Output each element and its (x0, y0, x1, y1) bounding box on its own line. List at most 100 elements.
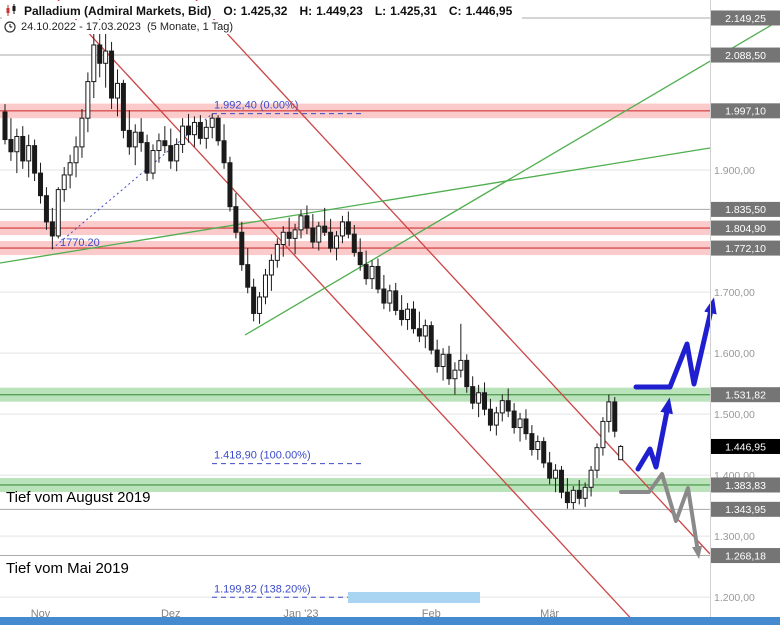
candle-body (186, 125, 192, 136)
candle-body (600, 420, 606, 449)
candle-body (541, 441, 547, 464)
candle-body (61, 174, 67, 191)
candle-body (156, 140, 162, 152)
trendline[interactable] (244, 19, 780, 336)
highlight-region[interactable] (348, 592, 480, 603)
candle-body (322, 225, 328, 233)
ohlc-open: O: 1.425,32 (223, 3, 288, 18)
candle-body (268, 259, 274, 276)
trendline[interactable] (195, 0, 711, 555)
candle-body (334, 235, 340, 249)
candle-body (262, 274, 268, 298)
chart-header: Palladium (Admiral Markets, Bid) O: 1.425… (2, 1, 523, 19)
ohlc-low: L: 1.425,31 (374, 3, 437, 18)
price-badge-label: 1.772,10 (725, 243, 766, 255)
candle-body (505, 400, 511, 412)
price-badge (711, 220, 780, 236)
candle-body (26, 145, 32, 162)
price-badge (711, 501, 780, 517)
candle-body (523, 418, 529, 435)
candle-body (180, 125, 186, 145)
fibonacci-retracement: 1.992,40 (0.00%) 1.418,90 (100.00%) 1.199,… (51, 100, 480, 603)
text-annotation[interactable]: Tief vom August 2019 (6, 489, 151, 506)
price-tick-label: 1.300,00 (714, 531, 755, 543)
candle-body (150, 150, 156, 174)
candle-body (233, 206, 239, 233)
candle-body (464, 359, 470, 388)
trendline[interactable] (0, 147, 711, 264)
candle-body (535, 441, 541, 450)
candle-body (357, 251, 363, 266)
candle-body (298, 215, 304, 231)
candle-body (547, 462, 553, 479)
projection-arrow-gray[interactable] (619, 472, 703, 559)
candle-body (245, 264, 251, 288)
projection-arrow-blue-large[interactable] (633, 297, 717, 390)
price-badge-label: 1.835,50 (725, 204, 766, 216)
candle-body (410, 308, 416, 330)
price-badge-label: 1.531,82 (725, 389, 766, 401)
candle-body (606, 401, 612, 422)
price-tick-label: 1.600,00 (714, 348, 755, 360)
candle-body (517, 418, 523, 429)
candle-body (174, 143, 180, 162)
candle-body (109, 50, 115, 99)
candle-body (49, 221, 55, 237)
candlestick-series (2, 17, 624, 510)
clock-icon (4, 21, 16, 33)
candle-body (32, 145, 38, 174)
grid (0, 17, 710, 598)
candle-body (375, 265, 381, 290)
candle-body (203, 126, 209, 139)
candle-body (20, 135, 26, 162)
candle-body (487, 408, 493, 426)
price-badge (711, 477, 780, 493)
price-badge-label: 1.446,95 (725, 441, 766, 453)
candle-body (73, 146, 79, 164)
bottom-scrollbar[interactable] (0, 617, 780, 625)
drawing-arrows (619, 297, 717, 559)
candle-body (103, 50, 109, 64)
candle-body (8, 139, 14, 153)
price-tick-label: 1.500,00 (714, 409, 755, 421)
candle-body (14, 135, 20, 153)
text-annotation[interactable]: Tief vom Mai 2019 (6, 560, 129, 577)
price-tick-label: 1.900,00 (714, 165, 755, 177)
candle-body (304, 215, 310, 229)
candle-body (215, 117, 221, 142)
price-tick-label: 1.700,00 (714, 287, 755, 299)
instrument-icon (4, 3, 19, 18)
price-badge-label: 1.804,90 (725, 223, 766, 235)
candle-body (162, 140, 168, 147)
candle-body (588, 469, 594, 488)
candle-body (422, 325, 428, 337)
candle-body (132, 131, 138, 148)
candle-body (316, 225, 322, 243)
candle-body (67, 162, 73, 176)
candle-body (280, 231, 286, 245)
candle-body (191, 121, 197, 136)
candle-body (499, 400, 505, 414)
candle-body (416, 328, 422, 337)
candle-body (97, 44, 103, 64)
projection-arrow-blue-small[interactable] (635, 397, 673, 472)
candle-body (470, 386, 476, 404)
candle-body (612, 401, 618, 432)
price-badge (711, 387, 780, 403)
candle-body (553, 469, 559, 479)
candle-body (197, 121, 203, 139)
candle-body (274, 243, 280, 261)
candle-body (310, 227, 316, 243)
candle-body (558, 469, 564, 493)
price-axis: 1.900,001.700,001.600,001.500,001.400,00… (710, 0, 780, 617)
price-badge-label: 1.343,95 (725, 504, 766, 516)
candle-body (618, 445, 624, 461)
trendline[interactable] (57, 0, 638, 625)
candle-body (239, 231, 245, 266)
candle-body (582, 486, 588, 499)
candle-body (529, 433, 535, 450)
candle-body (251, 286, 257, 314)
ohlc-close: C: 1.446,95 (448, 3, 513, 18)
